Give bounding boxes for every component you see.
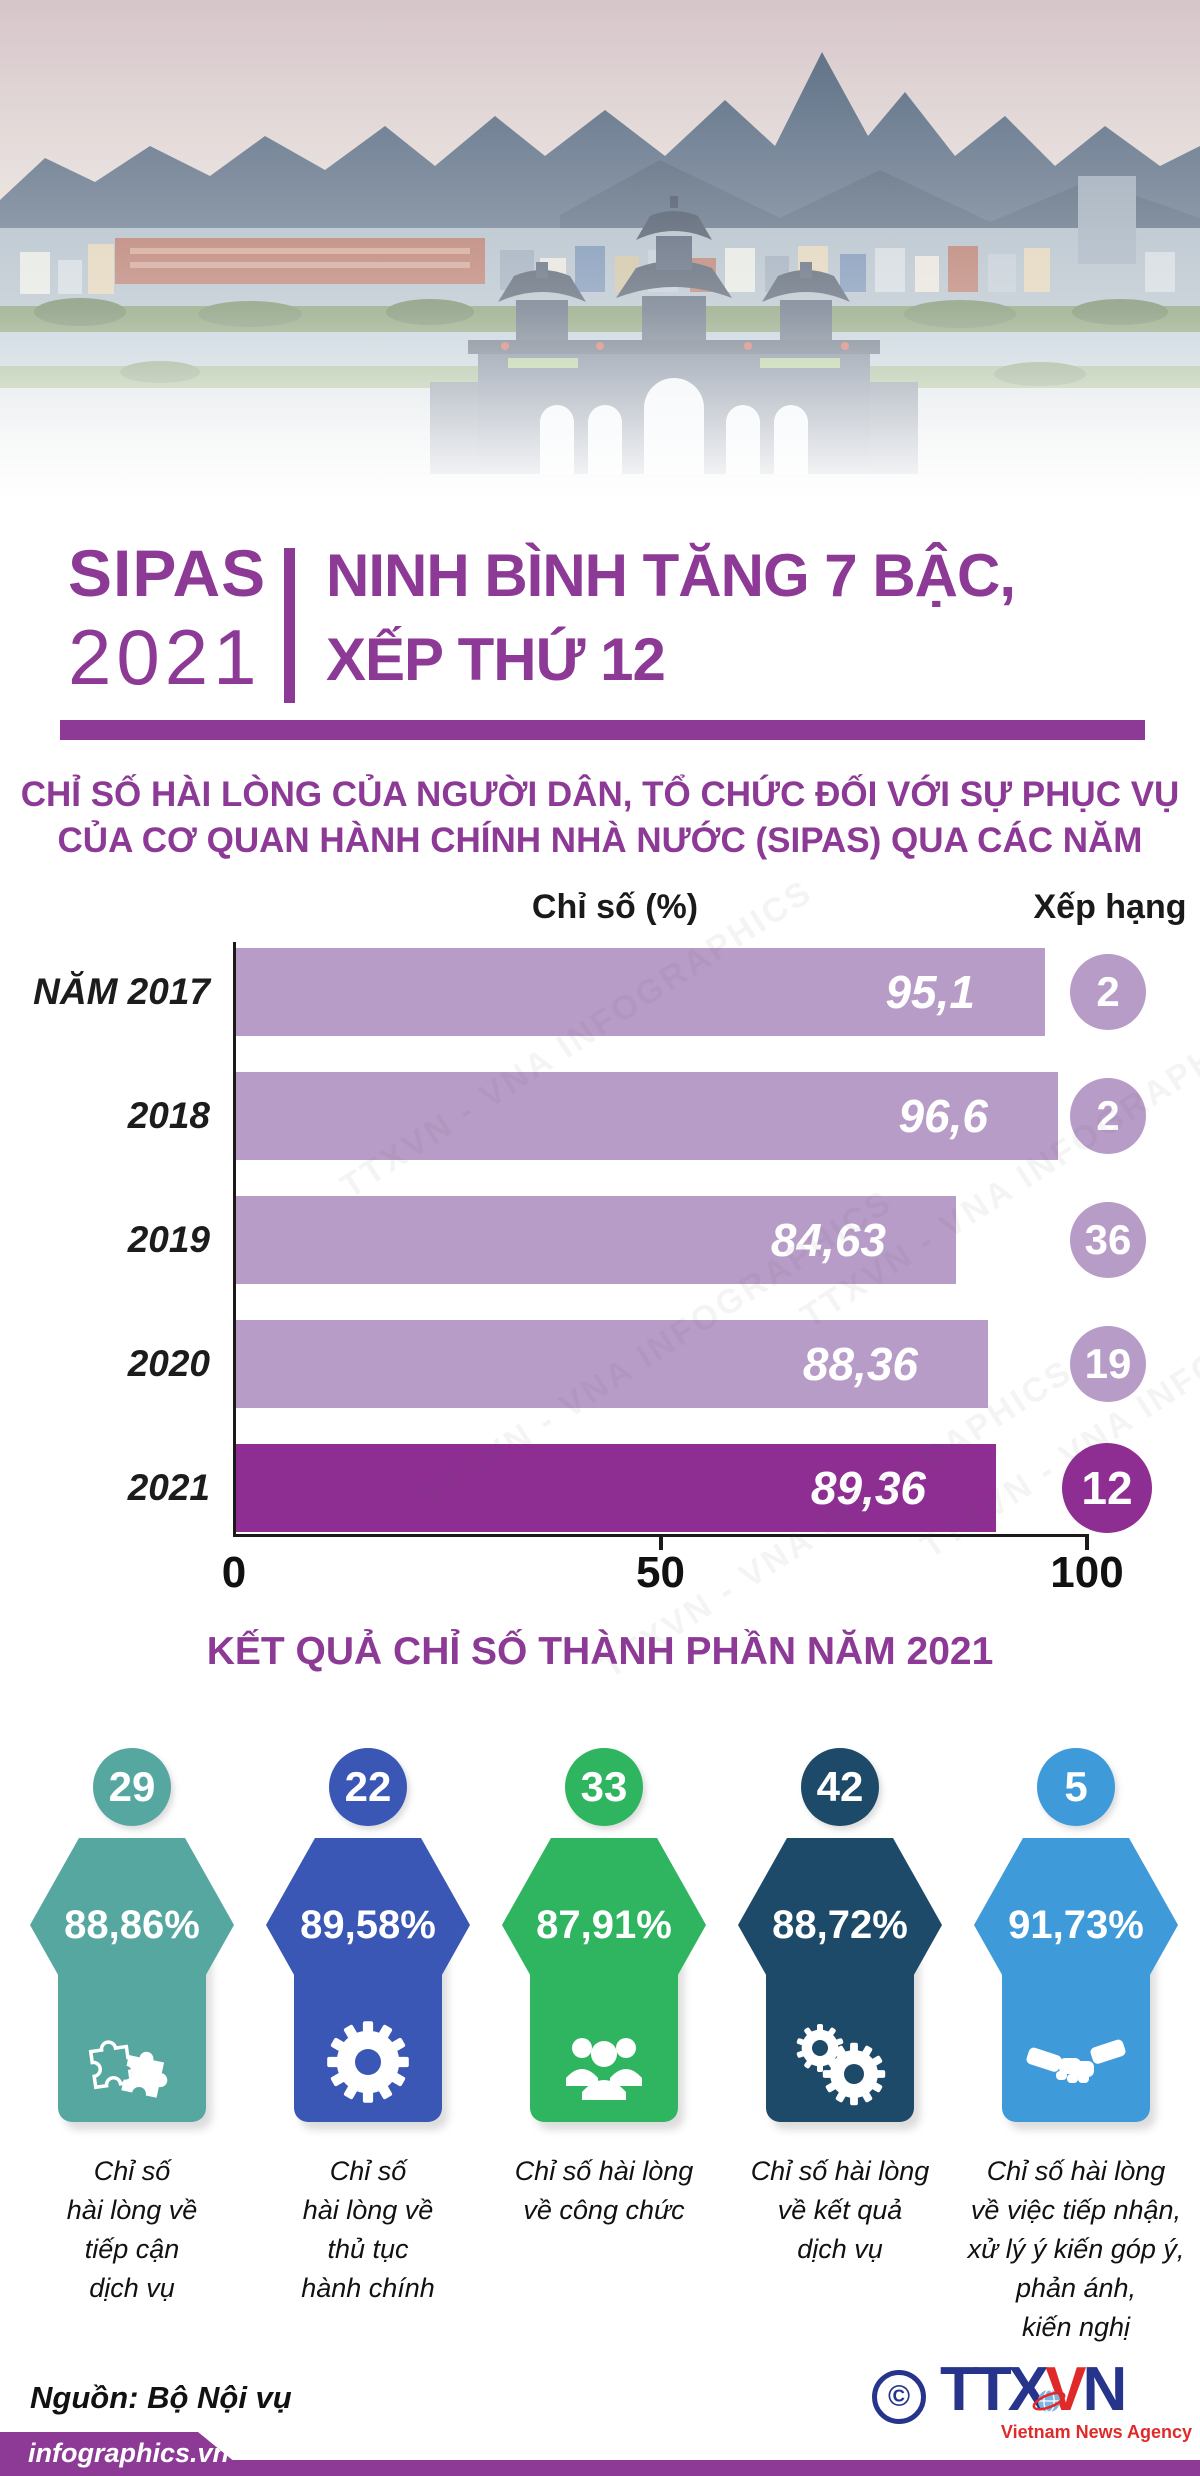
component-caption: Chỉ số hài lòng về việc tiếp nhận, xử lý… xyxy=(967,2156,1185,2342)
component-caption: Chỉ số hài lòng về kết quả dịch vụ xyxy=(750,2156,930,2264)
component-caption: Chỉ số hài lòng về công chức xyxy=(514,2156,694,2225)
title-divider xyxy=(284,548,295,703)
puzzle-icon xyxy=(88,2040,168,2098)
gear-icon xyxy=(327,2021,409,2103)
bar: 84,63 xyxy=(234,1196,956,1284)
component-hexagon: 88,86% xyxy=(30,1838,234,2012)
rank-badge: 19 xyxy=(1070,1326,1146,1402)
component-caption: Chỉ số hài lòng về thủ tục hành chính xyxy=(301,2156,435,2303)
globe-icon xyxy=(1032,2389,1066,2413)
gears-icon xyxy=(796,2024,886,2106)
page-title: NINH BÌNH TĂNG 7 BẬC, XẾP THỨ 12 xyxy=(326,542,1016,693)
component-hexagon: 87,91% xyxy=(502,1838,706,2012)
component-value: 89,58% xyxy=(300,1902,436,1947)
bar: 95,1 xyxy=(234,948,1045,1036)
component-caption: Chỉ số hài lòng về tiếp cận dịch vụ xyxy=(66,2156,198,2303)
logo-v: V xyxy=(1045,2355,1086,2424)
y-axis-line xyxy=(233,942,236,1537)
rank-badge: 12 xyxy=(1062,1443,1152,1533)
logo-agency-text: Vietnam News Agency xyxy=(1000,2422,1192,2442)
photo-illustration xyxy=(0,0,1200,500)
bar-value-label: 96,6 xyxy=(898,1090,988,1142)
component-rank: 33 xyxy=(565,1748,643,1826)
brand-year: 2021 xyxy=(68,613,262,701)
ttxvn-logo: © TTXVN Vietnam News Agency xyxy=(872,2355,1192,2450)
x-tick-mark xyxy=(1085,1534,1089,1550)
ttxvn-letters: TTXVN xyxy=(940,2354,1127,2425)
title-rule xyxy=(60,720,1145,740)
ninh-binh-photo xyxy=(0,0,1200,500)
source-note: Nguồn: Bộ Nội vụ xyxy=(30,2380,292,2415)
component-hexagon: 91,73% xyxy=(974,1838,1178,2012)
bar: 89,36 xyxy=(234,1444,996,1532)
component-rank: 29 xyxy=(93,1748,171,1826)
component-rank: 42 xyxy=(801,1748,879,1826)
section-title: KẾT QUẢ CHỈ SỐ THÀNH PHẦN NĂM 2021 xyxy=(206,1630,994,1673)
bar-category-label: 2020 xyxy=(127,1343,210,1384)
component-hexagon: 89,58% xyxy=(266,1838,470,2012)
people-icon xyxy=(566,2038,642,2100)
handshake-icon xyxy=(1026,2039,1126,2083)
x-tick-label: 100 xyxy=(1050,1548,1124,1597)
bar-value-label: 95,1 xyxy=(885,966,975,1018)
component-hexagon: 88,72% xyxy=(738,1838,942,2012)
chart-subtitle: CHỈ SỐ HÀI LÒNG CỦA NGƯỜI DÂN, TỔ CHỨC Đ… xyxy=(20,775,1180,860)
bar-value-label: 88,36 xyxy=(802,1338,918,1390)
component-value: 88,86% xyxy=(64,1902,200,1947)
component-value: 88,72% xyxy=(772,1902,908,1947)
component-value: 91,73% xyxy=(1008,1902,1144,1947)
rank-badge: 2 xyxy=(1070,954,1146,1030)
brand-name: SIPAS xyxy=(68,536,267,610)
logo-ttx: TTX xyxy=(940,2355,1049,2424)
bar: 96,6 xyxy=(234,1072,1058,1160)
rank-badge: 2 xyxy=(1070,1078,1146,1154)
x-tick-label: 0 xyxy=(221,1548,247,1597)
rank-badge: 36 xyxy=(1070,1202,1146,1278)
bar-category-label: 2019 xyxy=(127,1219,210,1260)
component-rank: 5 xyxy=(1037,1748,1115,1826)
watermark-text: TTXVN - VNA INFOGRAPHICS xyxy=(794,1002,1200,1336)
copyright-icon: © xyxy=(872,2370,926,2424)
bar-category-label: 2021 xyxy=(127,1467,210,1508)
bar-category-label: 2018 xyxy=(127,1095,210,1136)
bar-value-label: 84,63 xyxy=(770,1214,886,1266)
x-tick-mark xyxy=(658,1534,663,1550)
logo-n: N xyxy=(1082,2355,1127,2424)
component-value: 87,91% xyxy=(536,1902,672,1947)
bar-category-label: NĂM 2017 xyxy=(33,971,210,1012)
footer-strip xyxy=(0,2460,1200,2476)
infographics-site: infographics.vn xyxy=(28,2438,230,2468)
brand-block: SIPAS 2021 xyxy=(68,540,266,696)
column-header-value: Chỉ số (%) xyxy=(531,888,699,926)
bar: 88,36 xyxy=(234,1320,988,1408)
x-tick-label: 50 xyxy=(636,1548,685,1597)
bar-value-label: 89,36 xyxy=(810,1462,926,1514)
component-rank: 22 xyxy=(329,1748,407,1826)
column-header-rank: Xếp hạng xyxy=(1033,888,1187,926)
infographics-banner: infographics.vn xyxy=(0,2432,252,2476)
